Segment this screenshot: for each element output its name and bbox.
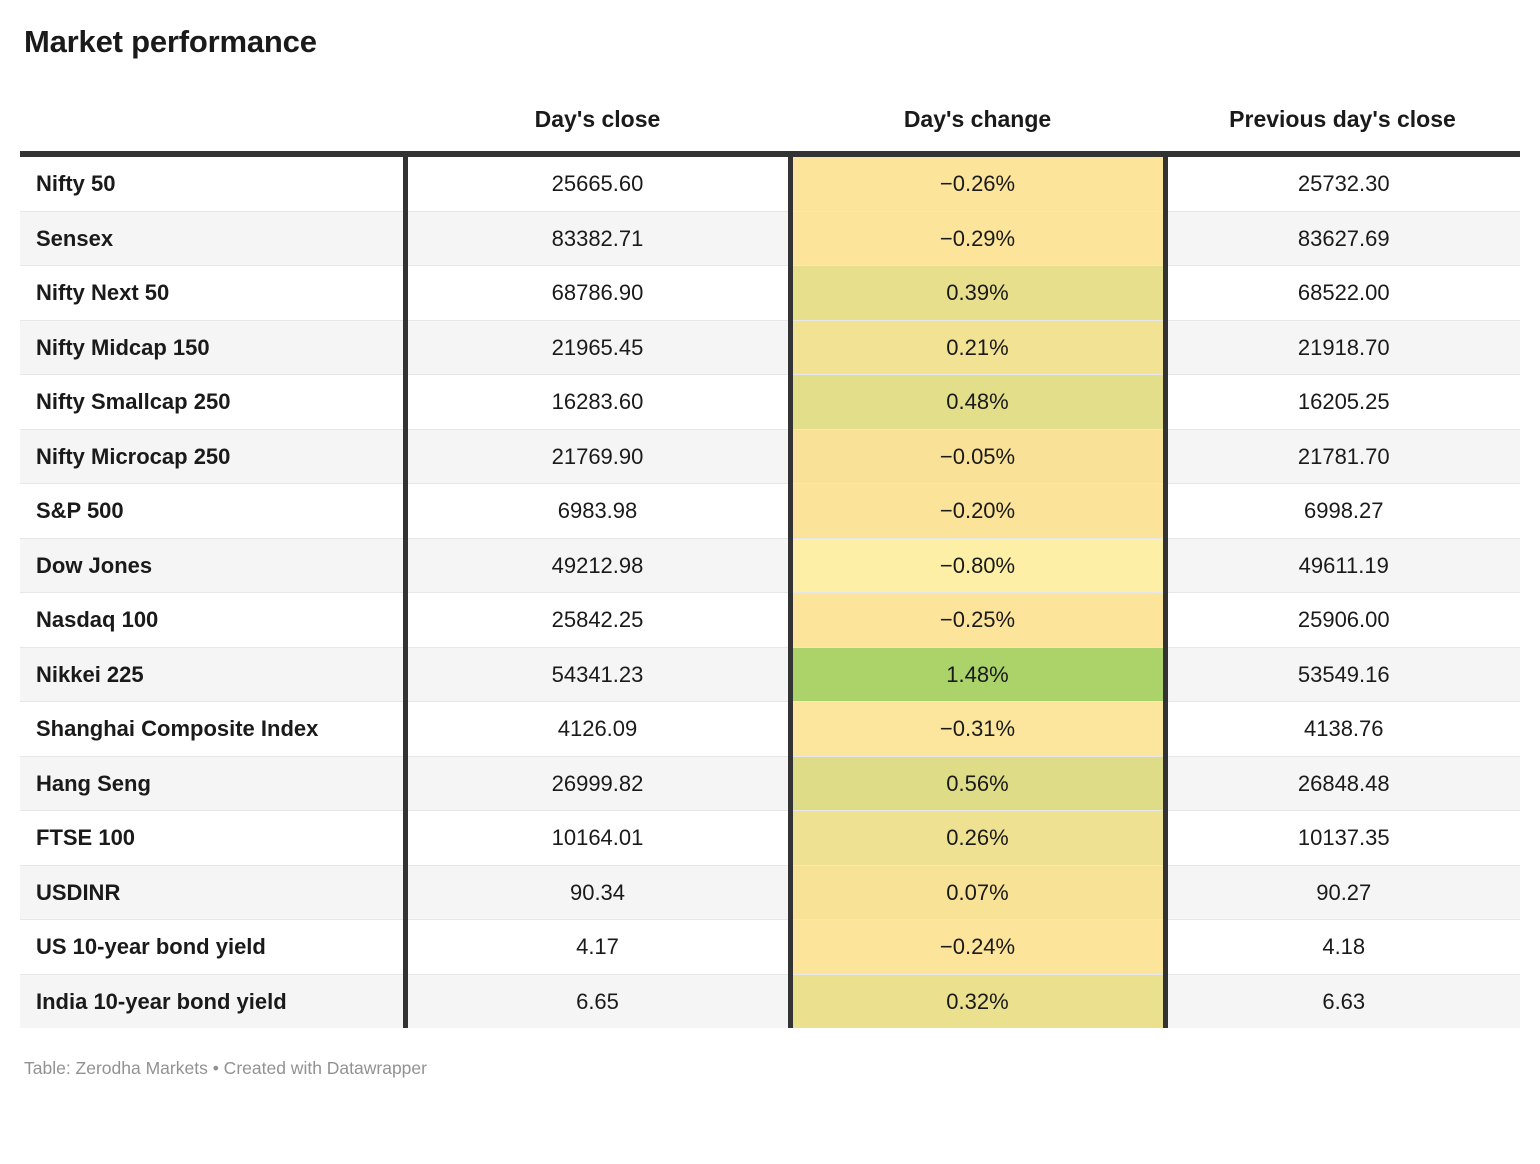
market-performance-table: Day's close Day's change Previous day's …	[20, 106, 1520, 1028]
table-body: Nifty 50 25665.60 −0.26% 25732.30 Sensex…	[20, 154, 1520, 1028]
row-label: S&P 500	[20, 483, 408, 538]
table-row: Hang Seng 26999.82 0.56% 26848.48	[20, 755, 1520, 811]
prev-close-cell: 49611.19	[1165, 537, 1520, 593]
days-change-cell: −0.26%	[787, 154, 1168, 211]
days-change-cell: −0.25%	[787, 592, 1168, 647]
days-close-cell: 6.65	[405, 973, 790, 1028]
table-row: Nifty Next 50 68786.90 0.39% 68522.00	[20, 265, 1520, 320]
days-close-cell: 6983.98	[405, 483, 790, 538]
days-change-cell: −0.20%	[787, 483, 1168, 538]
prev-close-cell: 26848.48	[1165, 755, 1520, 811]
prev-close-cell: 10137.35	[1165, 810, 1520, 865]
row-label: FTSE 100	[20, 810, 408, 865]
column-header-days-close: Day's close	[405, 106, 790, 157]
prev-close-cell: 6.63	[1165, 973, 1520, 1028]
table-row: USDINR 90.34 0.07% 90.27	[20, 864, 1520, 920]
row-label: Nifty Midcap 150	[20, 319, 408, 375]
days-close-cell: 4.17	[405, 919, 790, 974]
row-label: Nifty 50	[20, 154, 408, 211]
table-row: Sensex 83382.71 −0.29% 83627.69	[20, 210, 1520, 266]
days-close-cell: 16283.60	[405, 374, 790, 429]
prev-close-cell: 25732.30	[1297, 171, 1390, 196]
column-header-days-change: Day's change	[790, 106, 1165, 157]
days-change-cell: 0.07%	[787, 864, 1168, 920]
table-row: Nifty Midcap 150 21965.45 0.21% 21918.70	[20, 319, 1520, 375]
table-row: US 10-year bond yield 4.17 −0.24% 4.18	[20, 919, 1520, 974]
table-header: Day's close Day's change Previous day's …	[20, 106, 1520, 157]
page-title: Market performance	[24, 24, 317, 59]
prev-close-cell: 6998.27	[1165, 483, 1520, 538]
table-row: Shanghai Composite Index 4126.09 −0.31% …	[20, 701, 1520, 756]
days-close-cell: 21769.90	[405, 428, 790, 484]
days-change-cell: −0.24%	[787, 919, 1168, 974]
table-row: Dow Jones 49212.98 −0.80% 49611.19	[20, 537, 1520, 593]
days-change-cell: −0.31%	[787, 701, 1168, 756]
table-row: Nifty Microcap 250 21769.90 −0.05% 21781…	[20, 428, 1520, 484]
days-change-cell: 0.32%	[787, 973, 1168, 1028]
days-change-cell: −0.29%	[787, 210, 1168, 266]
days-close-cell: 21965.45	[405, 319, 790, 375]
days-close-cell: 25842.25	[405, 592, 790, 647]
row-label: Nifty Microcap 250	[20, 428, 408, 484]
prev-close-cell: 4138.76	[1165, 701, 1520, 756]
table-footer-attribution: Table: Zerodha Markets • Created with Da…	[24, 1058, 427, 1078]
days-close-cell: 90.34	[405, 864, 790, 920]
days-close-cell: 49212.98	[405, 537, 790, 593]
table-row: India 10-year bond yield 6.65 0.32% 6.63	[20, 973, 1520, 1028]
prev-close-cell: 21781.70	[1165, 428, 1520, 484]
row-label: US 10-year bond yield	[20, 919, 408, 974]
table-row: FTSE 100 10164.01 0.26% 10137.35	[20, 810, 1520, 865]
prev-close-cell: 21918.70	[1165, 319, 1520, 375]
table-row: Nikkei 225 54341.23 1.48% 53549.16	[20, 646, 1520, 702]
days-close-cell: 54341.23	[405, 646, 790, 702]
prev-close-cell: 90.27	[1165, 864, 1520, 920]
row-label: Dow Jones	[20, 537, 408, 593]
days-close-cell: 26999.82	[405, 755, 790, 811]
table-row: Nifty Smallcap 250 16283.60 0.48% 16205.…	[20, 374, 1520, 429]
column-header-previous-close: Previous day's close	[1165, 106, 1520, 157]
prev-close-cell: 53549.16	[1165, 646, 1520, 702]
days-change-cell: 1.48%	[787, 646, 1168, 702]
row-label: USDINR	[20, 864, 408, 920]
days-close-cell: 83382.71	[405, 210, 790, 266]
row-label: Shanghai Composite Index	[20, 701, 408, 756]
prev-close-cell: 16205.25	[1165, 374, 1520, 429]
row-label: Nikkei 225	[20, 646, 408, 702]
prev-close-cell: 83627.69	[1165, 210, 1520, 266]
row-label: Nifty Smallcap 250	[20, 374, 408, 429]
table-row: Nasdaq 100 25842.25 −0.25% 25906.00	[20, 592, 1520, 647]
days-change-cell: 0.39%	[787, 265, 1168, 320]
prev-close-cell: 68522.00	[1165, 265, 1520, 320]
row-label: Hang Seng	[20, 755, 408, 811]
days-close-cell: 10164.01	[405, 810, 790, 865]
days-change-cell: 0.56%	[787, 755, 1168, 811]
row-label: India 10-year bond yield	[20, 973, 408, 1028]
days-change-cell: −0.05%	[787, 428, 1168, 484]
prev-close-cell: 25906.00	[1165, 592, 1520, 647]
row-label: Nifty Next 50	[20, 265, 408, 320]
column-header-empty	[20, 106, 405, 157]
days-close-cell: 4126.09	[405, 701, 790, 756]
days-change-cell: 0.21%	[787, 319, 1168, 375]
row-label: Sensex	[20, 210, 408, 266]
days-change-cell: −0.80%	[787, 537, 1168, 593]
row-label: Nasdaq 100	[20, 592, 408, 647]
days-change-cell: 0.48%	[787, 374, 1168, 429]
table-row: Nifty 50 25665.60 −0.26% 25732.30	[20, 154, 1520, 211]
days-change-cell: 0.26%	[787, 810, 1168, 865]
days-close-cell: 68786.90	[405, 265, 790, 320]
days-close-cell: 25665.60	[551, 171, 644, 196]
table-row: S&P 500 6983.98 −0.20% 6998.27	[20, 483, 1520, 538]
prev-close-cell: 4.18	[1165, 919, 1520, 974]
